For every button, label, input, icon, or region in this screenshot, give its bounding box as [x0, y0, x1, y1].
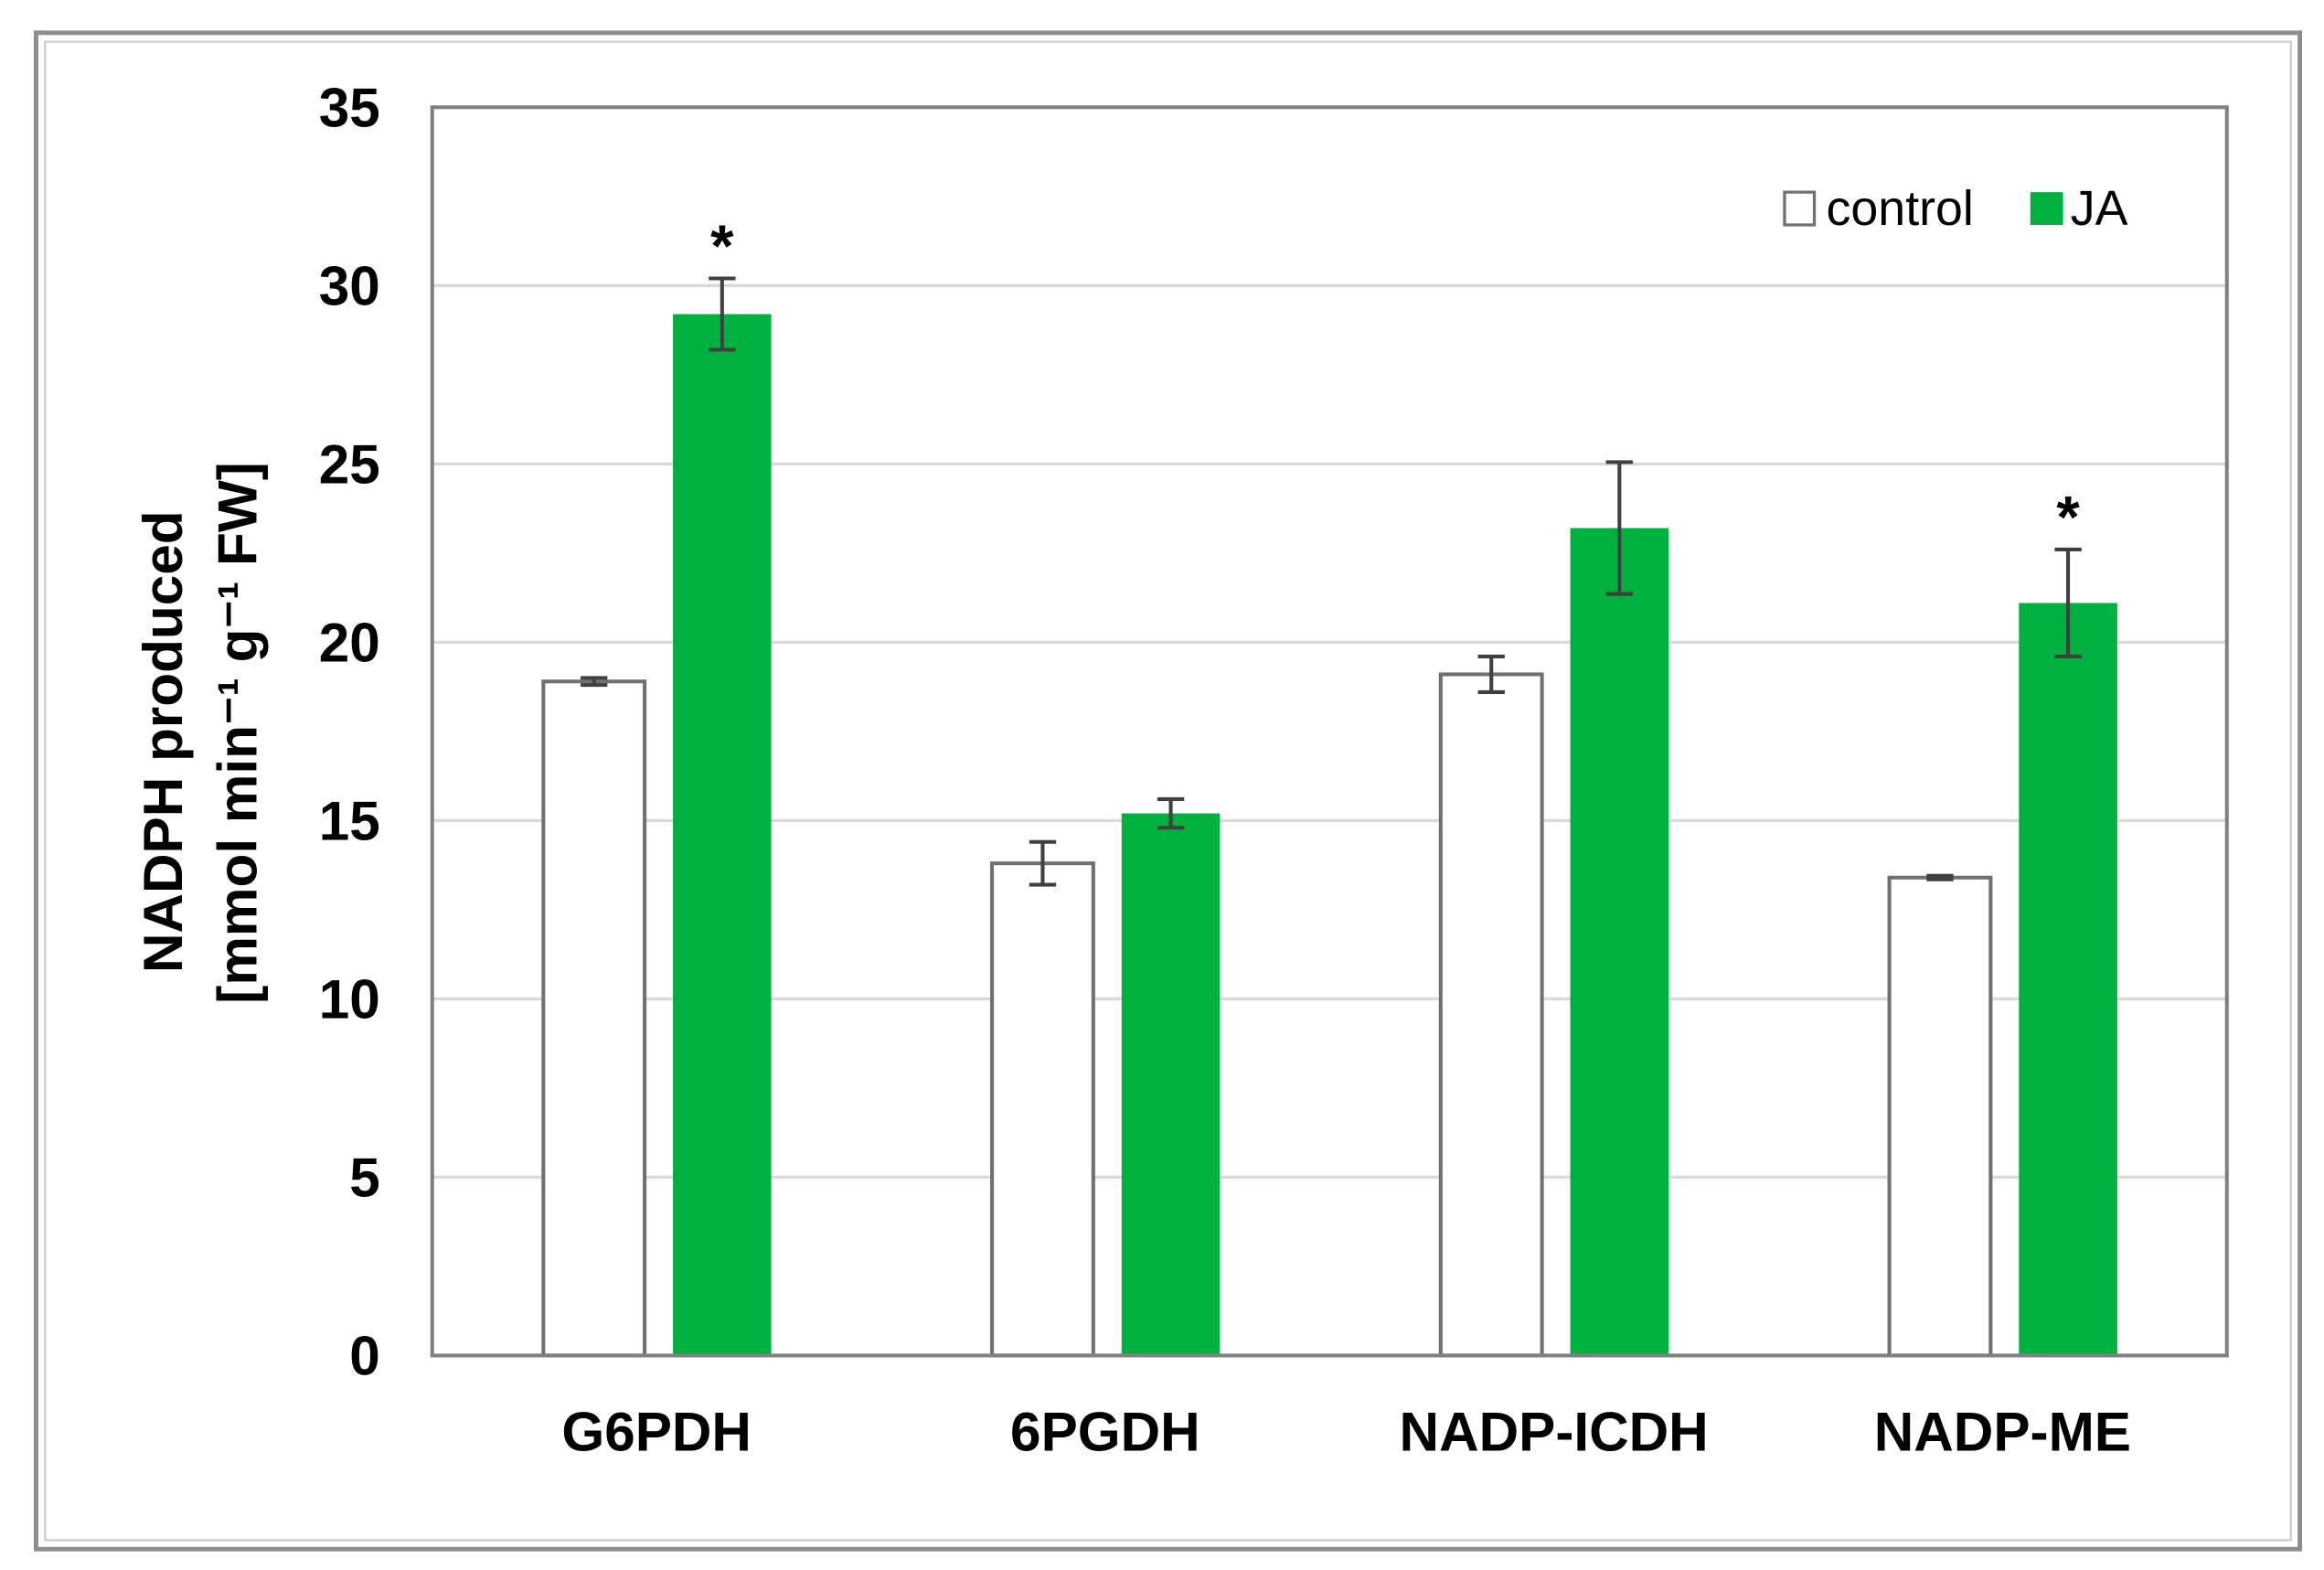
inner-frame — [44, 40, 2293, 1542]
y-axis-label-line1: NADPH produced — [132, 510, 194, 973]
y-tick-label: 25 — [319, 433, 380, 496]
x-tick-label: G6PDH — [561, 1401, 752, 1463]
y-tick-label: 5 — [349, 1147, 380, 1209]
y-tick-label: 30 — [319, 254, 380, 316]
x-tick-label: 6PGDH — [1010, 1401, 1200, 1463]
y-tick-label: 10 — [319, 968, 380, 1031]
significance-marker: * — [710, 212, 734, 279]
legend-label-control: control — [1827, 181, 1974, 236]
y-tick-label: 15 — [319, 790, 380, 852]
legend-swatch-control — [1783, 190, 1817, 227]
x-tick-label: NADP-ME — [1874, 1401, 2131, 1463]
bar-control-nadp-me — [1887, 875, 1993, 1358]
bar-ja-g6pdh — [673, 314, 772, 1356]
y-tick-label: 20 — [319, 612, 380, 674]
y-tick-label: 0 — [349, 1325, 380, 1387]
significance-marker: * — [2056, 484, 2080, 550]
legend-swatch-ja — [2030, 192, 2063, 225]
y-tick-label: 35 — [319, 76, 380, 138]
legend: control JA — [1783, 181, 2128, 236]
bar-control-6pgdh — [990, 861, 1095, 1358]
bar-ja-nadp-icdh — [1570, 528, 1669, 1356]
legend-label-ja: JA — [2071, 181, 2128, 236]
bar-control-g6pdh — [541, 679, 647, 1358]
bar-control-nadp-icdh — [1438, 672, 1544, 1358]
bar-ja-6pgdh — [1121, 813, 1221, 1356]
bar-ja-nadp-me — [2019, 603, 2117, 1356]
x-tick-label: NADP-ICDH — [1400, 1401, 1709, 1463]
y-axis-label-line2: [mmol min⁻¹ g⁻¹ FW] — [207, 462, 269, 1004]
plot-area-border — [430, 105, 2229, 1358]
